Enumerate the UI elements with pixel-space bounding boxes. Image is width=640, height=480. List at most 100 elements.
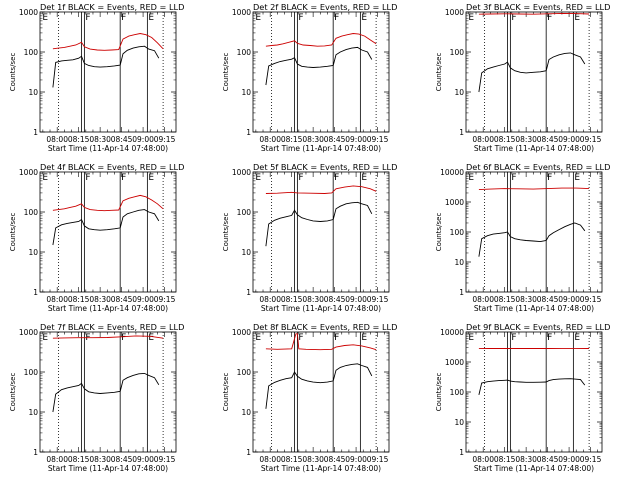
event-marker-label: F — [334, 173, 339, 183]
x-tick-label: 08:00 — [472, 295, 494, 304]
y-tick-label: 10000 — [440, 328, 464, 337]
x-axis-label: Start Time (11-Apr-14 07:48:00) — [261, 464, 381, 473]
y-tick-label: 1000 — [19, 8, 38, 17]
event-marker-label: E — [574, 13, 580, 23]
x-axis-label: Start Time (11-Apr-14 07:48:00) — [261, 304, 381, 313]
panel-title: Det 9f BLACK = Events, RED = LLD — [466, 322, 610, 332]
y-axis-label: Counts/sec — [222, 373, 230, 412]
events-series-line — [52, 372, 160, 413]
x-tick-label: 09:00 — [345, 455, 367, 464]
x-tick-label: 08:30 — [515, 455, 537, 464]
y-tick-label: 1000 — [19, 168, 38, 177]
event-marker-label: E — [361, 173, 367, 183]
event-marker-label: E — [42, 13, 48, 23]
event-marker-label: F — [511, 173, 516, 183]
x-tick-label: 09:15 — [367, 295, 389, 304]
y-tick-label: 10000 — [440, 168, 464, 177]
event-marker-label: F — [298, 333, 303, 343]
x-tick-label: 08:45 — [111, 295, 133, 304]
y-tick-label: 1000 — [232, 328, 251, 337]
event-marker-label: F — [511, 333, 516, 343]
event-marker-label: F — [547, 333, 552, 343]
x-tick-label: 08:00 — [472, 135, 494, 144]
y-axis-label: Counts/sec — [9, 213, 17, 252]
event-marker-label: E — [255, 173, 261, 183]
x-axis-label: Start Time (11-Apr-14 07:48:00) — [261, 144, 381, 153]
x-tick-label: 08:00 — [472, 455, 494, 464]
detector-panel: Det 9f BLACK = Events, RED = LLD 1 10 100 10… — [435, 322, 610, 473]
plot-frame — [252, 171, 390, 293]
events-series-line — [478, 52, 586, 93]
detector-panel: Det 5f BLACK = Events, RED = LLD 1 10 100 10… — [222, 162, 397, 313]
event-marker-label: F — [511, 13, 516, 23]
event-marker-label: E — [468, 333, 474, 343]
event-marker-label: E — [468, 13, 474, 23]
x-tick-label: 09:15 — [154, 135, 176, 144]
x-tick-label: 09:15 — [154, 295, 176, 304]
x-tick-label: 08:30 — [302, 455, 324, 464]
x-tick-label: 08:15 — [68, 295, 90, 304]
y-tick-label: 100 — [237, 48, 252, 57]
y-tick-label: 10 — [454, 258, 464, 267]
events-series-line — [52, 45, 160, 88]
event-marker-label: F — [547, 173, 552, 183]
y-tick-label: 1000 — [445, 198, 464, 207]
event-marker-label: E — [468, 173, 474, 183]
y-axis-label: Counts/sec — [9, 373, 17, 412]
panel-title: Det 3f BLACK = Events, RED = LLD — [466, 2, 610, 12]
y-tick-label: 1 — [246, 128, 251, 137]
event-marker-label: E — [255, 333, 261, 343]
y-tick-label: 1000 — [19, 328, 38, 337]
x-tick-label: 08:45 — [324, 455, 346, 464]
x-tick-label: 08:15 — [281, 295, 303, 304]
lld-series-line — [52, 335, 164, 339]
plot-frame — [39, 331, 177, 453]
x-tick-label: 08:45 — [324, 135, 346, 144]
y-tick-label: 10 — [28, 248, 38, 257]
event-marker-label: E — [148, 173, 154, 183]
event-marker-label: F — [298, 13, 303, 23]
event-marker-label: E — [255, 13, 261, 23]
events-series-line — [478, 222, 586, 257]
event-marker-label: F — [547, 13, 552, 23]
detector-panel: Det 2f BLACK = Events, RED = LLD 1 10 100 10… — [222, 2, 397, 153]
x-tick-label: 08:00 — [259, 295, 281, 304]
event-marker-label: E — [361, 13, 367, 23]
y-axis-label: Counts/sec — [435, 373, 443, 412]
event-marker-label: E — [574, 173, 580, 183]
y-tick-label: 1 — [33, 448, 38, 457]
event-marker-label: F — [334, 13, 339, 23]
panel-title: Det 5f BLACK = Events, RED = LLD — [253, 162, 397, 172]
panel-title: Det 1f BLACK = Events, RED = LLD — [40, 2, 184, 12]
event-marker-label: F — [85, 13, 90, 23]
lld-series-line — [52, 33, 164, 51]
x-axis-label: Start Time (11-Apr-14 07:48:00) — [48, 464, 168, 473]
x-tick-label: 08:45 — [537, 295, 559, 304]
x-tick-label: 08:00 — [259, 455, 281, 464]
y-tick-label: 10 — [454, 88, 464, 97]
events-series-line — [265, 201, 373, 247]
x-tick-label: 09:00 — [558, 455, 580, 464]
x-tick-label: 09:15 — [154, 455, 176, 464]
detector-panel: Det 4f BLACK = Events, RED = LLD 1 10 100 10… — [9, 162, 184, 313]
x-tick-label: 08:00 — [46, 295, 68, 304]
events-series-line — [265, 46, 373, 86]
detector-panel: Det 8f BLACK = Events, RED = LLD 1 10 100 10… — [222, 322, 397, 473]
x-axis-label: Start Time (11-Apr-14 07:48:00) — [48, 144, 168, 153]
x-tick-label: 09:00 — [345, 295, 367, 304]
x-tick-label: 09:15 — [367, 455, 389, 464]
x-tick-label: 09:00 — [345, 135, 367, 144]
x-tick-label: 09:00 — [132, 455, 154, 464]
y-tick-label: 1 — [33, 128, 38, 137]
event-marker-label: E — [361, 333, 367, 343]
y-tick-label: 10 — [241, 88, 251, 97]
event-marker-label: E — [574, 333, 580, 343]
event-marker-label: E — [42, 173, 48, 183]
x-tick-label: 08:15 — [494, 135, 516, 144]
y-tick-label: 100 — [24, 48, 39, 57]
events-series-line — [52, 209, 160, 246]
x-tick-label: 08:45 — [324, 295, 346, 304]
detector-panel: Det 3f BLACK = Events, RED = LLD 1 10 100 10… — [435, 2, 610, 153]
plot-frame — [252, 331, 390, 453]
